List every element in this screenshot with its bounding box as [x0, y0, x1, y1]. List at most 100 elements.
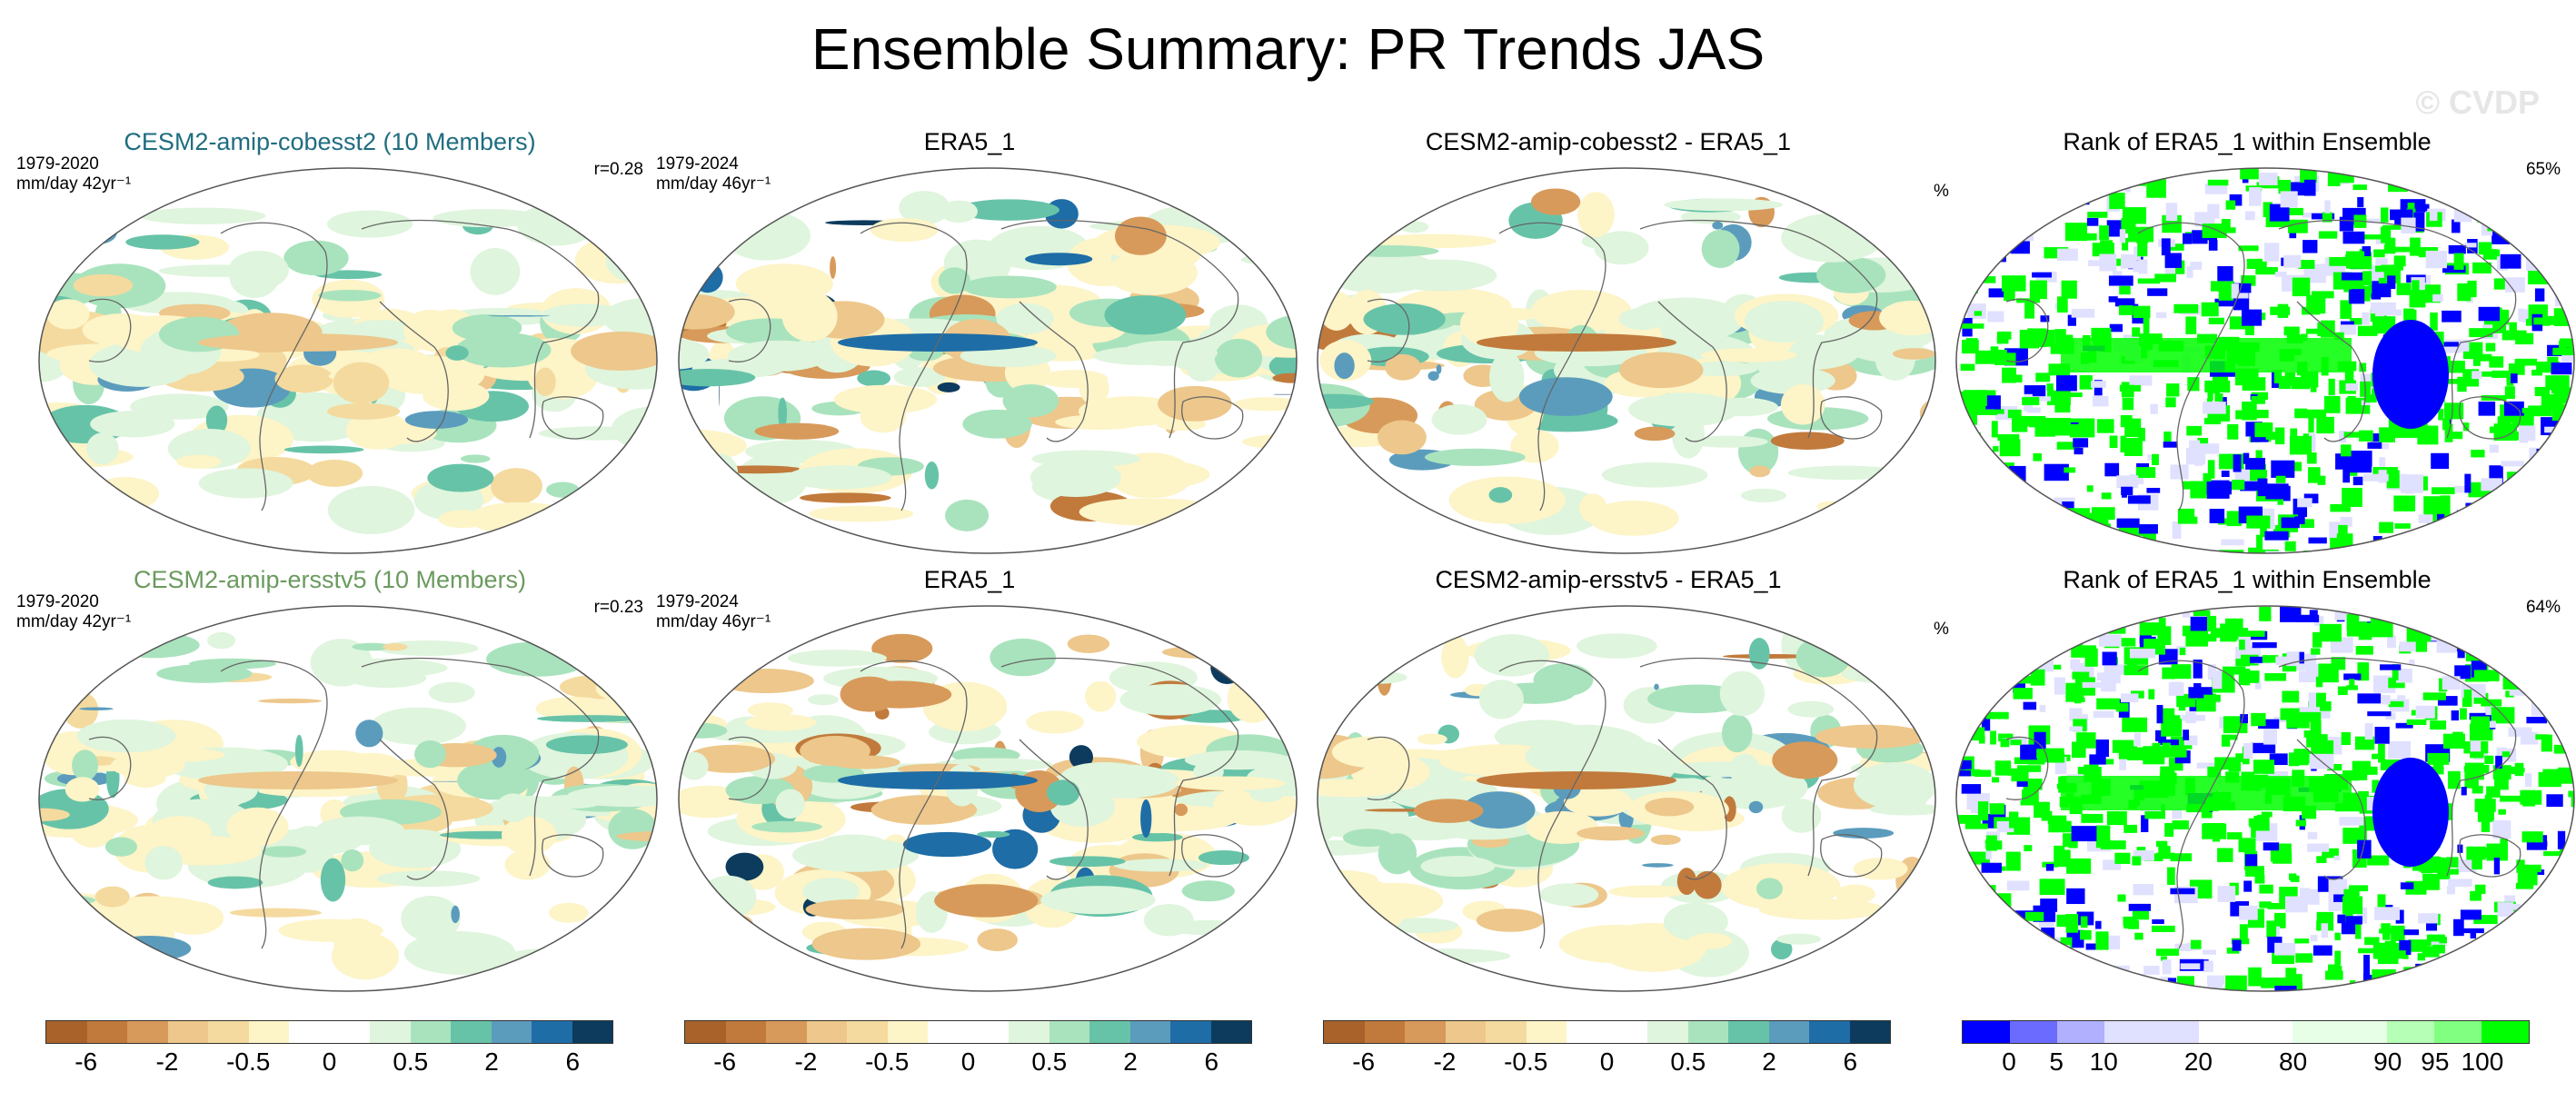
coastline [2296, 739, 2366, 880]
rank-cell [2321, 923, 2329, 938]
precip-trend-blob [1342, 829, 1394, 848]
rank-cell [2203, 991, 2215, 994]
colorbar-swatch [329, 1021, 370, 1043]
rank-cell [1956, 926, 1975, 937]
rank-cell [2002, 367, 2016, 383]
rank-cell [2484, 646, 2501, 661]
rank-cell [2011, 416, 2028, 432]
rank-cell [2571, 930, 2574, 947]
rank-cell [2316, 856, 2327, 863]
rank-cell [2501, 751, 2511, 758]
rank-cell [2418, 913, 2439, 924]
coastline [1181, 396, 1244, 440]
rank-cell [2499, 622, 2507, 631]
rank-cell [2035, 372, 2051, 382]
rank-cell [2545, 614, 2560, 620]
rank-cell [2109, 193, 2125, 210]
rank-cell [2023, 778, 2043, 790]
rank-cell [2034, 417, 2055, 437]
precip-trend-blob [1787, 465, 1903, 481]
rank-cell [2560, 547, 2574, 553]
precip-trend-blob [1770, 432, 1845, 450]
rank-cell [2374, 907, 2401, 920]
rank-cell [2067, 314, 2076, 326]
rank-cell [1964, 972, 1984, 984]
rank-cell [2508, 363, 2525, 375]
rank-cell [2217, 848, 2233, 862]
rank-cell [2046, 511, 2064, 516]
precip-trend-blob [423, 381, 490, 412]
rank-cell [2087, 512, 2109, 524]
rank-cell [1977, 801, 1989, 821]
panel-rank-row1: Rank of ERA5_1 within Ensemble % 65% [1934, 127, 2575, 563]
rank-cell [2490, 614, 2511, 626]
rank-cell [2000, 739, 2010, 748]
rank-cell [2334, 932, 2341, 940]
rank-cell [2265, 483, 2289, 500]
rank-cell [2511, 964, 2525, 984]
colorbar-tick-label: -2 [1433, 1047, 1457, 1076]
rank-cell [2362, 271, 2372, 286]
precip-trend-blob [1889, 891, 1935, 920]
rank-cell [2541, 168, 2557, 182]
rank-cell [2036, 499, 2045, 511]
precip-trend-blob [1378, 420, 1427, 455]
rank-cell [2050, 418, 2071, 431]
rank-cell [2518, 308, 2525, 323]
rank-cell [2012, 926, 2031, 938]
rank-cell [2462, 169, 2486, 189]
rank-cell [1958, 501, 1964, 515]
rank-cell [2561, 730, 2574, 740]
precip-trend-blob [1031, 450, 1140, 468]
rank-cell [2557, 830, 2566, 849]
rank-cell [2054, 677, 2065, 695]
rank-cell [2020, 800, 2035, 806]
rank-cell [2022, 397, 2040, 406]
rank-cell [2244, 854, 2258, 867]
rank-cell [1977, 692, 1994, 708]
rank-cell [2362, 972, 2371, 984]
rank-cell [2422, 418, 2428, 433]
rank-cell [2361, 400, 2371, 406]
rank-cell [2521, 731, 2539, 745]
rank-cell [2472, 357, 2481, 366]
rank-cell [2365, 766, 2378, 775]
rank-cell [2464, 243, 2477, 248]
rank-cell [2048, 753, 2065, 763]
precip-trend-blob [1853, 762, 1935, 809]
rank-cell [2463, 689, 2472, 700]
rank-cell [2005, 614, 2027, 624]
rank-cell [2412, 865, 2424, 871]
rank-cell [2166, 243, 2184, 251]
rank-cell [2345, 251, 2365, 269]
rank-cell [2504, 386, 2515, 399]
rank-cell [2489, 444, 2499, 453]
colorbar-tick-label: 20 [2183, 1047, 2213, 1076]
rank-cell [1964, 870, 1978, 882]
rank-cell [2568, 884, 2574, 900]
rank-cell [2051, 523, 2071, 530]
rank-cell [2474, 799, 2496, 812]
rank-cell [2263, 243, 2280, 262]
precip-trend-blob [1706, 397, 1778, 417]
rank-cell [2095, 931, 2109, 950]
rank-cell [2448, 967, 2460, 973]
rank-cell [2239, 905, 2258, 920]
rank-cell [2123, 665, 2149, 676]
precip-trend-blob [745, 713, 817, 731]
precip-trend-blob [709, 487, 762, 517]
rank-cell [2214, 298, 2240, 307]
rank-cell [2065, 618, 2076, 636]
rank-cell [2319, 231, 2338, 239]
precip-trend-blob [1719, 670, 1765, 717]
rank-cell [2044, 463, 2069, 482]
rank-cell [1998, 606, 2017, 609]
rank-cell [2342, 231, 2365, 244]
rank-cell [1991, 956, 2010, 964]
precip-trend-blob [376, 870, 481, 888]
precip-trend-blob [679, 934, 740, 972]
rank-cell [2319, 623, 2342, 642]
rank-cell [2056, 952, 2081, 958]
rank-cell [2274, 986, 2297, 991]
rank-cell [1956, 411, 1968, 425]
